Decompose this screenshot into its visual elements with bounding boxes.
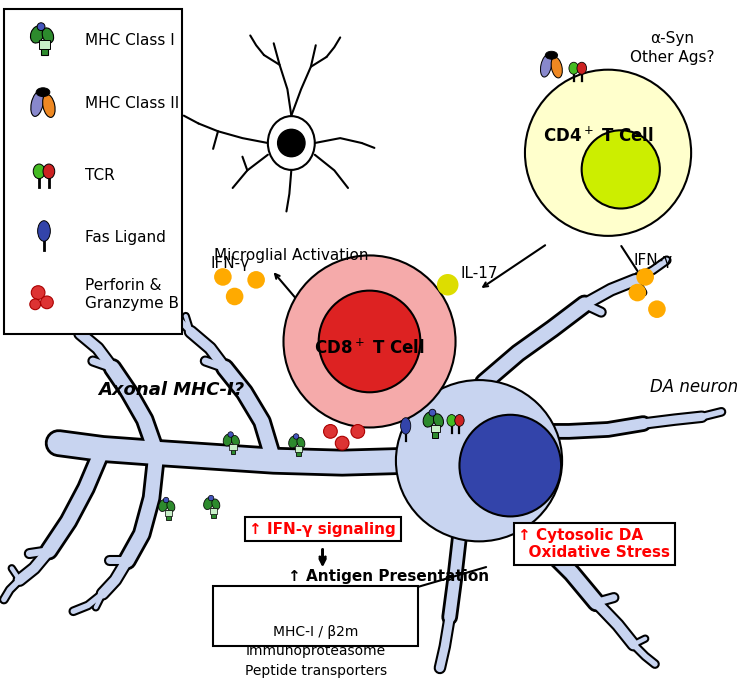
Circle shape <box>29 299 41 310</box>
Circle shape <box>429 409 436 416</box>
Ellipse shape <box>396 380 562 542</box>
Text: α-Syn
Other Ags?: α-Syn Other Ags? <box>630 31 715 65</box>
Text: IL-17: IL-17 <box>461 266 498 281</box>
Text: Fas Ligand: Fas Ligand <box>85 230 166 246</box>
Circle shape <box>460 415 561 516</box>
Text: Perforin &
Granzyme B: Perforin & Granzyme B <box>85 278 179 310</box>
Circle shape <box>163 497 169 503</box>
Ellipse shape <box>569 62 578 75</box>
Circle shape <box>525 70 691 236</box>
Ellipse shape <box>204 497 213 509</box>
Ellipse shape <box>268 116 315 170</box>
Circle shape <box>629 284 646 302</box>
Circle shape <box>437 274 458 295</box>
Circle shape <box>283 255 455 428</box>
Circle shape <box>636 268 654 286</box>
Bar <box>230 444 237 451</box>
Circle shape <box>294 434 299 440</box>
Bar <box>430 425 440 433</box>
Ellipse shape <box>38 221 51 242</box>
Ellipse shape <box>297 437 305 448</box>
Text: ↑ IFN-γ signaling: ↑ IFN-γ signaling <box>249 522 396 537</box>
Text: DA neuron: DA neuron <box>650 378 738 396</box>
Ellipse shape <box>433 414 443 427</box>
Ellipse shape <box>231 435 239 446</box>
Ellipse shape <box>541 55 552 77</box>
Ellipse shape <box>401 417 411 434</box>
Text: ↑ Antigen Presentation: ↑ Antigen Presentation <box>288 569 489 584</box>
Ellipse shape <box>36 88 50 97</box>
Ellipse shape <box>545 51 558 59</box>
Circle shape <box>351 424 365 438</box>
Circle shape <box>248 271 265 288</box>
Bar <box>4 9 182 334</box>
Ellipse shape <box>423 412 435 427</box>
Text: MHC Class I: MHC Class I <box>85 33 175 48</box>
Circle shape <box>31 286 45 299</box>
Bar <box>230 445 236 454</box>
Text: CD8$^+$ T Cell: CD8$^+$ T Cell <box>314 339 425 358</box>
Ellipse shape <box>288 436 298 448</box>
Circle shape <box>226 288 243 305</box>
Bar <box>433 426 439 437</box>
Ellipse shape <box>577 62 587 75</box>
Ellipse shape <box>223 434 233 446</box>
Text: ↑ Cytosolic DA
  Oxidative Stress: ↑ Cytosolic DA Oxidative Stress <box>518 528 670 560</box>
Text: IFN-γ: IFN-γ <box>633 253 673 268</box>
Circle shape <box>581 130 660 208</box>
Ellipse shape <box>43 164 55 179</box>
Ellipse shape <box>42 28 54 43</box>
Ellipse shape <box>167 501 175 511</box>
Bar <box>39 40 50 49</box>
Bar <box>210 508 217 514</box>
Bar <box>213 586 418 647</box>
Circle shape <box>648 300 666 318</box>
Text: MHC-I / β2m
Immunoproteasome
Peptide transporters: MHC-I / β2m Immunoproteasome Peptide tra… <box>245 625 387 678</box>
Text: TCR: TCR <box>85 168 115 183</box>
Bar <box>296 446 301 456</box>
Bar <box>166 511 171 520</box>
Ellipse shape <box>159 500 168 511</box>
Circle shape <box>37 23 45 30</box>
Circle shape <box>208 495 214 501</box>
Ellipse shape <box>33 164 45 179</box>
Ellipse shape <box>31 91 44 117</box>
Circle shape <box>278 129 305 157</box>
Circle shape <box>319 290 421 393</box>
Text: Axonal MHC-I?: Axonal MHC-I? <box>98 382 244 400</box>
Text: CD4$^+$ T Cell: CD4$^+$ T Cell <box>543 126 654 146</box>
Ellipse shape <box>455 415 464 426</box>
Text: IFN-γ: IFN-γ <box>210 256 249 270</box>
Circle shape <box>228 432 233 437</box>
Ellipse shape <box>551 57 562 78</box>
Bar <box>41 41 48 55</box>
Bar <box>294 446 302 452</box>
Text: MHC Class II: MHC Class II <box>85 97 179 111</box>
Ellipse shape <box>42 95 55 117</box>
Ellipse shape <box>212 499 220 509</box>
Circle shape <box>214 268 232 286</box>
Text: Microglial Activation: Microglial Activation <box>214 248 368 263</box>
Circle shape <box>41 296 54 308</box>
Bar <box>165 510 172 515</box>
Bar <box>211 509 216 518</box>
Ellipse shape <box>447 415 456 426</box>
Ellipse shape <box>30 26 44 43</box>
Circle shape <box>324 424 337 438</box>
Circle shape <box>335 436 349 450</box>
